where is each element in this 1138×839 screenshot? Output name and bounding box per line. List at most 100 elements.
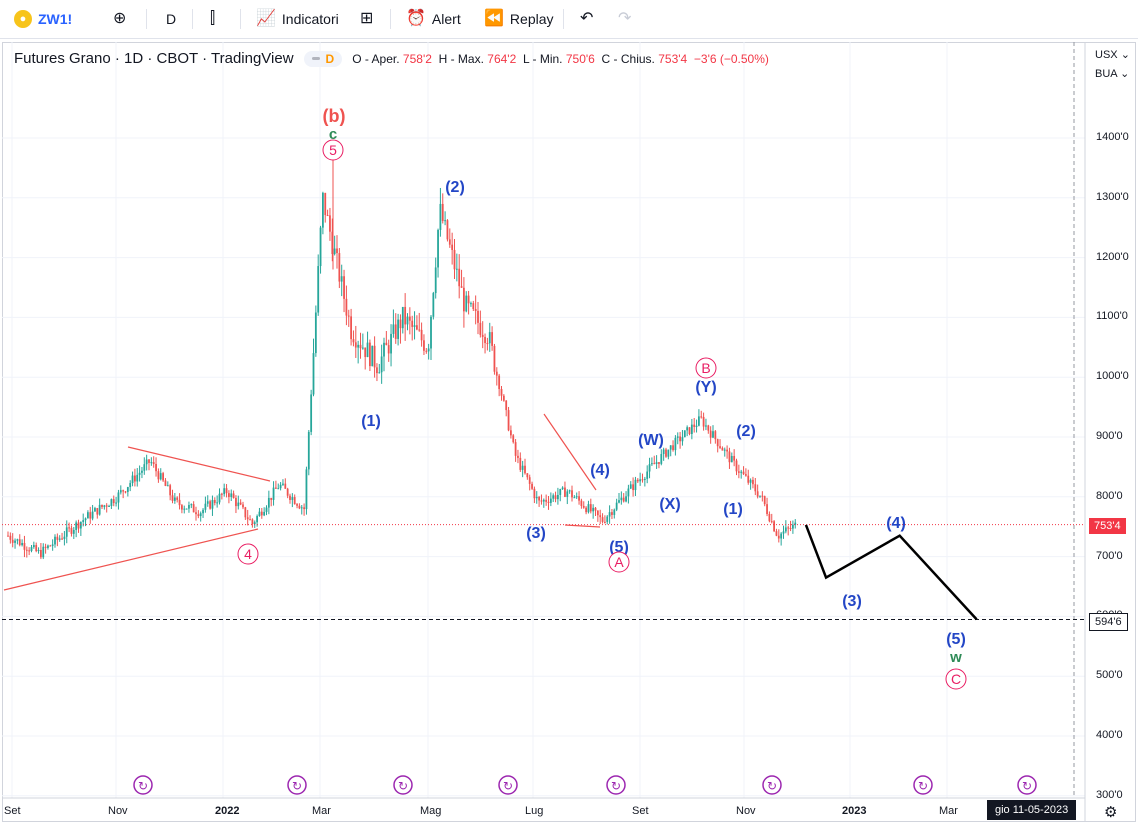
candle-body	[9, 535, 12, 540]
low-label: L - Min.	[522, 51, 563, 66]
candle-body	[418, 329, 421, 331]
chart-type-button[interactable]: ⫿	[210, 0, 215, 38]
event-marker-icon	[913, 775, 933, 795]
candle-body	[324, 192, 327, 216]
candle-body	[251, 519, 254, 525]
alert-button[interactable]: ⏰ Alert	[406, 0, 461, 38]
wave-label-5-circle-circle	[322, 139, 344, 161]
candle-body	[413, 325, 416, 327]
candle-body	[568, 490, 571, 492]
candle-body	[49, 545, 52, 547]
candle-body	[359, 344, 362, 349]
price-tick-label: 800'0	[1096, 489, 1123, 502]
candle-body	[542, 499, 545, 502]
candle-body	[763, 496, 766, 505]
candle-body	[206, 501, 209, 504]
candle-body	[44, 546, 47, 548]
chevron-down-icon: ⌄	[1120, 68, 1130, 80]
candle-body	[392, 324, 395, 334]
candle-body	[159, 473, 162, 480]
symbol-search-button[interactable]: ● ZW1!	[14, 0, 72, 38]
candle-body	[430, 316, 432, 349]
wave-label-2b: (2)	[736, 423, 756, 440]
candle-body	[745, 474, 747, 476]
currency-selector[interactable]: USX ⌄	[1095, 48, 1130, 61]
candle-body	[768, 514, 771, 522]
candle-body	[347, 315, 350, 317]
toolbar-divider	[192, 9, 193, 29]
candle-body	[646, 471, 649, 479]
candle-body	[606, 516, 609, 522]
candle-body	[124, 491, 127, 493]
candle-body	[312, 353, 315, 395]
candle-body	[373, 345, 376, 368]
trendline	[543, 413, 597, 491]
candle-body	[526, 473, 529, 478]
candle-body	[21, 542, 23, 546]
candle-body	[256, 516, 258, 523]
candle-body	[723, 449, 726, 451]
price-tick-label: 500'0	[1096, 669, 1123, 682]
candle-body	[611, 512, 613, 515]
currency-label: USX	[1095, 49, 1118, 61]
redo-button[interactable]: ↷	[618, 0, 631, 38]
candle-body	[56, 536, 59, 540]
wave-label-X: (X)	[659, 496, 680, 513]
candle-body	[651, 463, 653, 465]
candle-body	[665, 449, 667, 457]
undo-button[interactable]: ↶	[580, 0, 593, 38]
wave-label-5b: (5)	[946, 631, 966, 648]
data-source-badge[interactable]: D	[303, 50, 343, 67]
settings-gear-icon[interactable]: ⚙	[1104, 804, 1118, 821]
candle-body	[58, 538, 61, 540]
candle-body	[25, 549, 28, 551]
layout-button[interactable]: ⊞	[360, 0, 373, 38]
candle-body	[437, 229, 439, 268]
candle-body	[131, 475, 134, 484]
candle-body	[61, 538, 63, 540]
wave-label-1: (1)	[361, 413, 381, 430]
candle-body	[82, 520, 85, 522]
candle-body	[643, 478, 646, 480]
candle-body	[235, 497, 237, 507]
wave-label-4: (4)	[590, 462, 610, 479]
candle-body	[54, 536, 56, 545]
candle-body	[333, 248, 336, 255]
candle-body	[498, 375, 501, 390]
candle-body	[549, 498, 552, 503]
candle-body	[72, 529, 75, 534]
candle-body	[32, 545, 35, 548]
unit-selector[interactable]: BUA ⌄	[1095, 67, 1129, 80]
candle-body	[599, 515, 602, 518]
wave-label-3: (3)	[526, 525, 546, 542]
high-value: 764'2	[487, 51, 517, 66]
candle-body	[505, 400, 508, 411]
toolbar-divider	[146, 9, 147, 29]
candle-body	[514, 442, 517, 456]
candle-body	[566, 491, 569, 497]
candle-body	[397, 319, 399, 339]
interval-button[interactable]: D	[166, 0, 176, 38]
candle-body	[719, 446, 721, 448]
candle-body	[592, 507, 595, 512]
compare-add-button[interactable]: ⊕	[113, 0, 126, 38]
indicators-button[interactable]: 📈 Indicatori	[256, 0, 339, 38]
candle-body	[427, 348, 430, 352]
candle-body	[79, 521, 82, 529]
elliott-wave-labels: (b)c5(2)(1)4(3)(4)(5)AB(Y)(W)(X)(2)(1)(4…	[237, 106, 967, 690]
candle-body	[183, 508, 186, 510]
candle-body	[491, 332, 493, 346]
candle-body	[648, 464, 651, 472]
candle-body	[338, 253, 341, 282]
candle-body	[434, 267, 437, 294]
wave-label-3b: (3)	[842, 593, 862, 610]
candle-body	[237, 502, 240, 507]
replay-button[interactable]: ⏪ Replay	[484, 0, 554, 38]
candle-body	[404, 306, 407, 325]
candle-body	[319, 227, 322, 267]
candle-body	[260, 511, 263, 516]
candle-body	[472, 303, 475, 309]
candle-body	[354, 342, 357, 348]
event-marker-icon	[762, 775, 782, 795]
